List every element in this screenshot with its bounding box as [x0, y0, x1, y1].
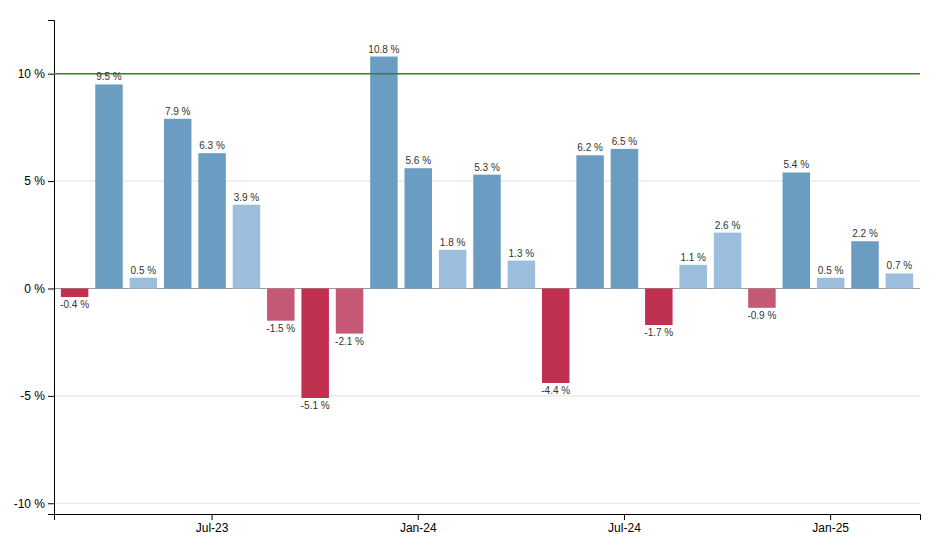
- bar: [783, 172, 810, 288]
- y-tick: 5 %: [24, 174, 54, 188]
- bar: [679, 265, 706, 289]
- y-tick-mark: [48, 74, 54, 75]
- y-tick-mark: [48, 503, 54, 504]
- data-label: 7.9 %: [165, 106, 191, 117]
- x-tick-label: Jul-23: [196, 521, 229, 535]
- data-label: 6.5 %: [612, 136, 638, 147]
- data-label: 6.2 %: [577, 142, 603, 153]
- y-tick: -10 %: [14, 497, 54, 511]
- marks: [54, 57, 920, 399]
- x-tick-label: Jan-25: [812, 521, 849, 535]
- x-tick-mark: [212, 514, 213, 520]
- bar: [198, 153, 225, 288]
- x-tick-label: Jul-24: [608, 521, 641, 535]
- data-label: -0.9 %: [747, 310, 776, 321]
- data-label: -5.1 %: [301, 400, 330, 411]
- data-label: 5.6 %: [405, 155, 431, 166]
- y-tick-mark: [48, 288, 54, 289]
- bar: [851, 241, 878, 288]
- bar: [61, 288, 88, 297]
- y-tick: 10 %: [18, 67, 54, 81]
- bar: [508, 261, 535, 289]
- data-label: 0.5 %: [131, 265, 157, 276]
- x-tick-label: Jan-24: [400, 521, 437, 535]
- bar: [336, 288, 363, 333]
- x-tick-mark: [830, 514, 831, 520]
- y-tick-label: -10 %: [14, 497, 46, 511]
- bar: [576, 155, 603, 288]
- x-axis: Jul-23 Jan-24 Jul-24 Jan-25: [55, 514, 921, 535]
- y-tick-label: 5 %: [24, 174, 45, 188]
- grid-line: [54, 503, 920, 504]
- y-tick: -5 %: [20, 389, 54, 403]
- bar: [164, 119, 191, 289]
- data-label: 0.5 %: [818, 265, 844, 276]
- data-label: -4.4 %: [541, 385, 570, 396]
- bar: [645, 288, 672, 325]
- data-label: 5.4 %: [783, 159, 809, 170]
- y-tick-mark: [48, 181, 54, 182]
- bar: [95, 84, 122, 288]
- y-tick-label: 0 %: [24, 282, 45, 296]
- bar: [301, 288, 328, 398]
- data-label: -0.4 %: [60, 299, 89, 310]
- bar: [267, 288, 294, 320]
- bar: [405, 168, 432, 288]
- x-tick: Jan-25: [812, 514, 849, 535]
- x-tick: Jul-23: [196, 514, 229, 535]
- data-label: -2.1 %: [335, 336, 364, 347]
- data-label: 9.5 %: [96, 71, 122, 82]
- plot: -10 % -5 % 0 % 5 % 10 % Jul-23 Jan-24 Jul-24 Jan…: [14, 21, 921, 535]
- data-label: 3.9 %: [234, 192, 260, 203]
- data-labels: -0.4 % 9.5 % 0.5 % 7.9 % 6.3 % 3.9 % -1.5 % -5.…: [60, 44, 912, 412]
- x-axis-line: [55, 515, 921, 521]
- bar: [611, 149, 638, 289]
- grid-line: [54, 395, 920, 396]
- x-tick-mark: [418, 514, 419, 520]
- bar: [748, 288, 775, 307]
- data-label: -1.5 %: [266, 323, 295, 334]
- y-axis: -10 % -5 % 0 % 5 % 10 %: [14, 21, 55, 515]
- data-label: 6.3 %: [199, 140, 225, 151]
- y-tick-mark: [48, 396, 54, 397]
- bar: [130, 278, 157, 289]
- bar: [370, 57, 397, 289]
- data-label: 1.3 %: [509, 248, 535, 259]
- bar: [714, 233, 741, 289]
- grid: [54, 74, 920, 504]
- y-tick-label: 10 %: [18, 67, 46, 81]
- y-tick: 0 %: [24, 282, 54, 296]
- bar: [886, 273, 913, 288]
- bar: [542, 288, 569, 383]
- data-label: 10.8 %: [368, 44, 399, 55]
- y-axis-line: [48, 21, 55, 515]
- chart: -10 % -5 % 0 % 5 % 10 % Jul-23 Jan-24 Jul-24 Jan…: [0, 0, 940, 550]
- grid-line: [54, 73, 920, 74]
- data-label: -1.7 %: [644, 327, 673, 338]
- x-tick: Jul-24: [608, 514, 641, 535]
- y-tick-label: -5 %: [20, 389, 45, 403]
- bar: [473, 175, 500, 289]
- data-label: 1.1 %: [680, 252, 706, 263]
- bar: [233, 205, 260, 289]
- x-tick: Jan-24: [400, 514, 437, 535]
- bar: [439, 250, 466, 289]
- data-label: 2.2 %: [852, 228, 878, 239]
- reference-line: [54, 73, 920, 75]
- bar: [817, 278, 844, 289]
- x-tick-mark: [624, 514, 625, 520]
- data-label: 2.6 %: [715, 220, 741, 231]
- data-label: 1.8 %: [440, 237, 466, 248]
- data-label: 5.3 %: [474, 162, 500, 173]
- data-label: 0.7 %: [887, 260, 913, 271]
